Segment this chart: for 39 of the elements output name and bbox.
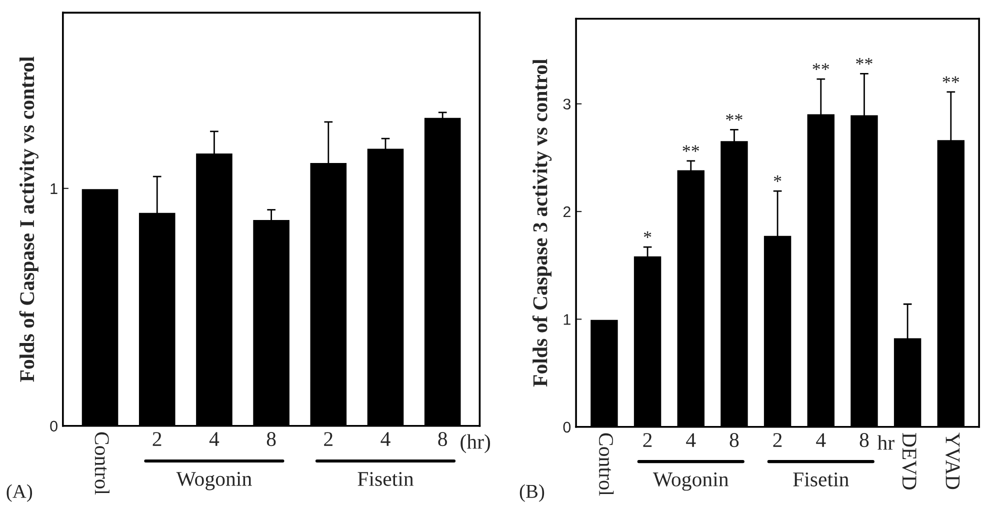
y-tick-label: 1 [564,314,570,325]
x-tick-label: 2 [152,432,162,446]
x-tick-label: 2 [643,433,652,447]
x-tick-label: DEVD [902,433,916,490]
y-tick-label: 2 [563,206,570,218]
text: (hr) [460,434,490,454]
x-tick-label: 8 [438,432,448,446]
x-tick-label: 8 [730,433,739,448]
text: Wogonin [652,472,728,491]
x-tick-label: 8 [266,432,276,446]
data-label: ** [726,114,742,121]
x-tick-label: 4 [816,433,826,447]
y-tick-label: 3 [563,98,571,110]
y-axis-title: Folds of Caspase 3 activity vs control [532,59,552,387]
data-label: ** [682,145,700,152]
data-label: * [644,231,652,238]
y-tick-label: 0 [50,420,58,432]
text: Fisetin [358,472,414,486]
data-label: ** [812,63,830,70]
x-tick-label: 4 [380,432,390,446]
data-label: ** [856,58,872,65]
data-label: * [774,175,782,182]
text: Fisetin [793,472,849,486]
y-tick-label: 0 [563,422,571,433]
x-tick-label: Control [598,433,614,496]
x-tick-label: 4 [686,433,696,447]
text: hr [877,435,894,450]
text: (B) [520,484,544,502]
text: Wogonin [176,472,252,490]
y-tick-label: 1 [50,183,58,194]
x-tick-label: Control [94,432,110,495]
x-tick-label: 8 [860,433,869,448]
x-tick-label: YVAD [946,432,960,490]
x-tick-label: 2 [773,433,782,447]
text: (A) [6,484,32,502]
x-tick-label: 4 [209,432,220,446]
y-axis-title: Folds of Caspase I activity vs control [19,56,38,382]
data-label: ** [942,76,960,83]
x-tick-label: 2 [324,432,332,446]
